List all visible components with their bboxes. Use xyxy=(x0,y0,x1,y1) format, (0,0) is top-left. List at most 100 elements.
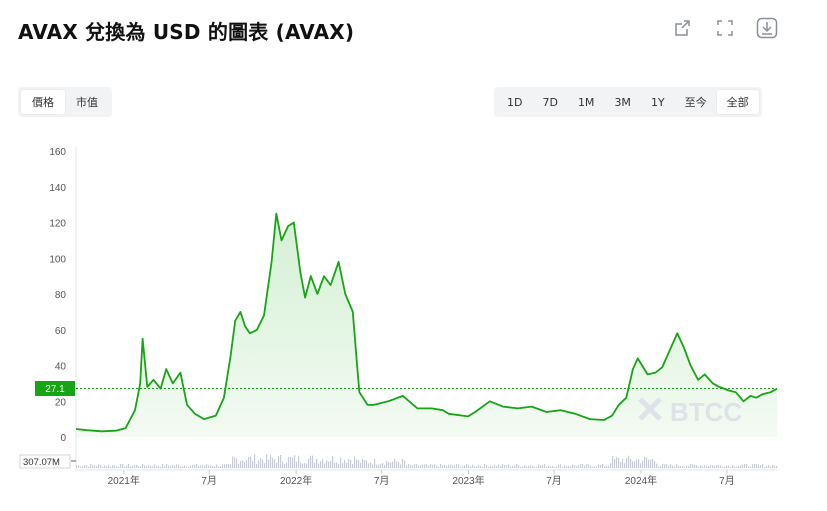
volume-bar xyxy=(644,456,646,468)
fullscreen-icon[interactable] xyxy=(713,16,737,40)
volume-bar xyxy=(340,457,342,468)
volume-bar xyxy=(512,465,514,468)
volume-bar xyxy=(298,455,300,468)
btcc-logo-icon xyxy=(638,397,662,421)
range-tab-3[interactable]: 3M xyxy=(604,90,641,114)
volume-bar xyxy=(178,464,180,468)
volume-bar xyxy=(204,465,206,468)
volume-bar xyxy=(536,466,538,468)
volume-bar xyxy=(174,465,176,468)
volume-bar xyxy=(490,465,492,468)
volume-label: 307.07M xyxy=(23,457,60,468)
volume-bar xyxy=(552,465,554,468)
volume-bar xyxy=(380,463,382,468)
volume-bar xyxy=(598,464,600,468)
volume-bar xyxy=(456,464,458,468)
y-tick-label: 20 xyxy=(55,397,67,408)
volume-bar xyxy=(670,464,672,468)
share-icon[interactable] xyxy=(671,16,695,40)
volume-bar xyxy=(318,463,320,468)
volume-bar xyxy=(196,463,198,468)
volume-bar xyxy=(638,459,640,468)
volume-bar xyxy=(726,465,728,468)
volume-bar xyxy=(78,465,80,468)
volume-bar xyxy=(764,466,766,468)
volume-bar xyxy=(154,464,156,468)
range-tab-4[interactable]: 1Y xyxy=(641,90,675,114)
volume-bar xyxy=(272,458,274,468)
volume-bar xyxy=(532,465,534,468)
volume-bar xyxy=(222,464,224,468)
volume-bar xyxy=(124,466,126,468)
view-toggle-item-0[interactable]: 價格 xyxy=(21,90,65,114)
volume-bar xyxy=(360,462,362,468)
volume-bar xyxy=(398,462,400,468)
volume-bar xyxy=(660,465,662,468)
volume-bar xyxy=(424,464,426,468)
volume-bar xyxy=(772,464,774,468)
volume-bar xyxy=(620,461,622,468)
volume-bar xyxy=(516,464,518,468)
volume-bar xyxy=(476,466,478,468)
volume-bar xyxy=(706,465,708,468)
volume-bar xyxy=(584,465,586,468)
range-tab-6[interactable]: 全部 xyxy=(716,90,759,114)
volume-bar xyxy=(202,465,204,468)
volume-bar xyxy=(740,465,742,468)
volume-bar xyxy=(258,460,260,468)
range-tab-0[interactable]: 1D xyxy=(497,90,532,114)
volume-bar xyxy=(466,463,468,468)
volume-bar xyxy=(126,465,128,468)
volume-bar xyxy=(626,458,628,468)
volume-bar xyxy=(246,460,248,468)
volume-bar xyxy=(120,463,122,468)
volume-bar xyxy=(736,466,738,468)
y-tick-label: 80 xyxy=(55,290,67,301)
volume-bar xyxy=(396,461,398,468)
volume-bar xyxy=(226,463,228,468)
volume-bar xyxy=(80,466,82,468)
volume-bar xyxy=(316,459,318,468)
volume-bar xyxy=(136,464,138,468)
volume-bar xyxy=(682,466,684,468)
volume-bar xyxy=(590,465,592,468)
volume-bar xyxy=(500,465,502,468)
volume-bar xyxy=(142,463,144,468)
download-icon[interactable] xyxy=(755,16,779,40)
volume-bar xyxy=(698,466,700,468)
view-toggle-item-1[interactable]: 市值 xyxy=(65,90,109,114)
current-price-label: 27.1 xyxy=(45,384,65,395)
volume-bar xyxy=(666,464,668,468)
volume-bar xyxy=(132,465,134,468)
volume-bar xyxy=(268,459,270,468)
volume-bar xyxy=(88,466,90,468)
volume-bar xyxy=(770,466,772,468)
volume-bar xyxy=(444,464,446,468)
x-tick-label: 2022年 xyxy=(280,474,312,487)
volume-bar xyxy=(676,464,678,468)
volume-bar xyxy=(164,466,166,468)
volume-bar xyxy=(412,465,414,468)
volume-bar xyxy=(336,462,338,468)
volume-bar xyxy=(538,464,540,468)
volume-bar xyxy=(724,466,726,468)
volume-bar xyxy=(102,466,104,468)
volume-bar xyxy=(402,458,404,468)
range-tab-1[interactable]: 7D xyxy=(532,90,567,114)
volume-bar xyxy=(254,454,256,468)
range-tab-5[interactable]: 至今 xyxy=(675,90,717,114)
volume-bar xyxy=(506,465,508,468)
range-tab-2[interactable]: 1M xyxy=(568,90,605,114)
volume-bar xyxy=(118,466,120,468)
volume-bar xyxy=(730,466,732,468)
volume-bar xyxy=(656,463,658,468)
volume-bar xyxy=(518,465,520,468)
watermark-text: BTCC xyxy=(670,397,742,427)
volume-bar xyxy=(576,466,578,468)
volume-bar xyxy=(404,460,406,468)
volume-bar xyxy=(704,465,706,468)
volume-bar xyxy=(650,459,652,468)
volume-bar xyxy=(162,464,164,468)
volume-bar xyxy=(662,464,664,468)
volume-bar xyxy=(642,460,644,468)
